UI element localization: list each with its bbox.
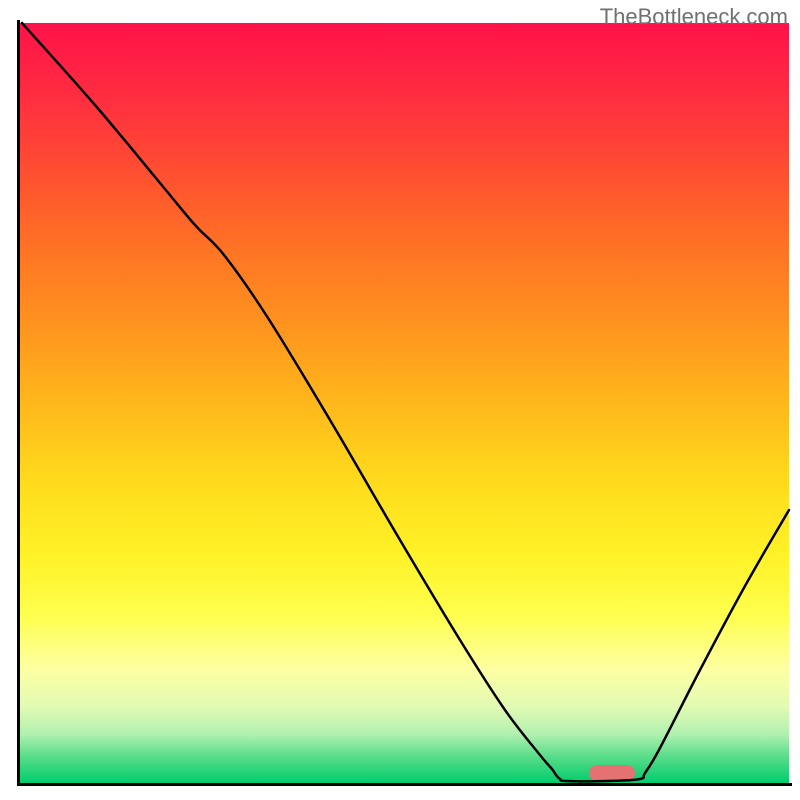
watermark-text: TheBottleneck.com [600, 4, 788, 30]
optimal-marker [589, 765, 635, 781]
chart-svg [0, 0, 800, 800]
y-axis [17, 20, 20, 786]
gradient-background [20, 23, 789, 783]
bottleneck-chart: TheBottleneck.com [0, 0, 800, 800]
x-axis [17, 783, 792, 786]
